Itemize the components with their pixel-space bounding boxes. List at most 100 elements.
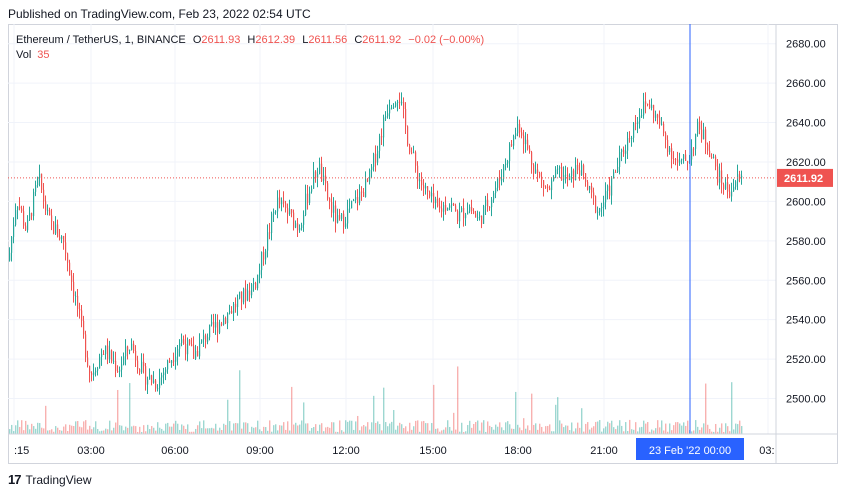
- candle-body: [293, 212, 295, 228]
- volume-bar: [223, 423, 225, 434]
- volume-bar: [109, 420, 111, 434]
- candle-body: [315, 171, 317, 179]
- volume-bar: [73, 426, 75, 434]
- volume-bar: [133, 425, 135, 434]
- volume-bar: [231, 430, 233, 434]
- chart-grid: [8, 24, 776, 434]
- candle-body: [385, 116, 387, 118]
- volume-bar: [219, 427, 221, 434]
- volume-bar: [617, 425, 619, 434]
- candle-body: [241, 291, 243, 303]
- candle-body: [251, 284, 253, 296]
- volume-bar: [203, 420, 205, 434]
- volume-bar: [131, 426, 133, 434]
- volume-bar: [253, 427, 255, 434]
- candle-body: [33, 191, 35, 217]
- volume-bar: [169, 426, 171, 434]
- volume-bar: [577, 422, 579, 434]
- candle-body: [581, 165, 583, 176]
- volume-bar: [117, 389, 119, 434]
- candle-body: [725, 182, 727, 189]
- volume-bar: [535, 423, 537, 434]
- volume-bar: [53, 431, 55, 434]
- price-chart[interactable]: 2611.92 23 Feb '22 00:00 2680.002660.002…: [8, 24, 838, 464]
- volume-bar: [461, 422, 463, 434]
- volume-bar: [723, 431, 725, 434]
- candle-body: [529, 148, 531, 153]
- candle-body: [261, 252, 263, 271]
- volume-bar: [447, 420, 449, 434]
- volume-bar: [469, 420, 471, 434]
- volume-bar: [93, 427, 95, 434]
- volume-bar: [735, 423, 737, 434]
- candle-body: [697, 121, 699, 134]
- candle-body: [489, 206, 491, 208]
- candle-body: [607, 185, 609, 191]
- candle-body: [649, 104, 651, 108]
- volume-bar: [533, 424, 535, 434]
- volume-bar: [431, 423, 433, 434]
- volume-bar: [193, 431, 195, 434]
- candle-body: [343, 213, 345, 227]
- volume-bar: [725, 423, 727, 434]
- volume-bar: [67, 431, 69, 434]
- candle-body: [533, 164, 535, 174]
- candle-body: [631, 137, 633, 140]
- candle-body: [223, 318, 225, 325]
- candle-body: [45, 201, 47, 211]
- volume-bar: [495, 424, 497, 434]
- volume-bar: [327, 426, 329, 434]
- volume-bar: [527, 425, 529, 434]
- candle-body: [267, 232, 269, 251]
- time-tick-label: 21:00: [590, 445, 618, 457]
- high-label: H: [247, 34, 256, 46]
- candle-body: [653, 105, 655, 118]
- volume-bar: [619, 420, 621, 434]
- candle-body: [57, 224, 59, 237]
- volume-bar: [297, 425, 299, 434]
- volume-bar: [181, 424, 183, 434]
- candle-body: [497, 178, 499, 188]
- candle-body: [461, 208, 463, 212]
- candle-body: [591, 186, 593, 193]
- volume-bar: [411, 429, 413, 434]
- volume-bar: [271, 431, 273, 434]
- volume-bar: [405, 426, 407, 434]
- candle-body: [661, 123, 663, 125]
- volume-bar: [77, 421, 79, 434]
- candle-body: [443, 204, 445, 212]
- candle-body: [327, 183, 329, 199]
- volume-bar: [75, 421, 77, 434]
- candle-body: [283, 200, 285, 204]
- candle-body: [659, 117, 661, 125]
- candle-body: [279, 197, 281, 205]
- candle-body: [163, 372, 165, 376]
- volume-bar: [667, 431, 669, 434]
- candle-body: [397, 101, 399, 103]
- candle-body: [187, 339, 189, 355]
- candle-body: [477, 217, 479, 219]
- candle-body: [203, 335, 205, 340]
- close-label: C: [354, 34, 363, 46]
- candle-body: [137, 360, 139, 370]
- candle-body: [325, 175, 327, 184]
- price-tick-label: 2520.00: [786, 354, 826, 366]
- volume-bar: [501, 427, 503, 434]
- candle-body: [313, 171, 315, 189]
- volume-bar: [693, 430, 695, 434]
- candle-body: [13, 224, 15, 237]
- candle-body: [709, 150, 711, 158]
- candle-body: [105, 345, 107, 355]
- candle-body: [43, 189, 45, 202]
- candle-body: [483, 205, 485, 224]
- volume-bar: [157, 422, 159, 434]
- volume-bar: [295, 422, 297, 434]
- volume-bar: [697, 426, 699, 434]
- volume-bar: [629, 419, 631, 434]
- candle-body: [499, 178, 501, 181]
- volume-bar: [549, 424, 551, 434]
- volume-bar: [49, 430, 51, 434]
- volume-bar: [551, 431, 553, 434]
- candle-body: [91, 373, 93, 375]
- volume-bar: [205, 428, 207, 434]
